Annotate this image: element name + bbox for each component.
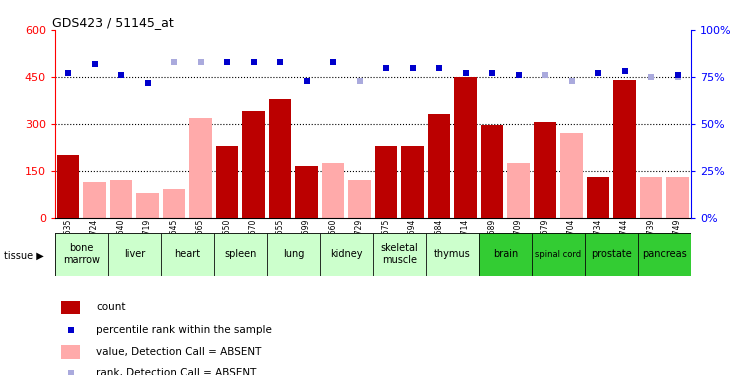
Bar [640, 177, 662, 218]
Text: thymus: thymus [434, 249, 471, 259]
Bar [375, 146, 398, 218]
Bar [61, 345, 80, 358]
Text: prostate: prostate [591, 249, 632, 259]
Bar [401, 146, 424, 218]
Bar [57, 155, 80, 218]
Bar [107, 232, 161, 276]
Text: kidney: kidney [330, 249, 363, 259]
Bar [242, 111, 265, 218]
Text: heart: heart [174, 249, 200, 259]
Bar [479, 232, 531, 276]
Text: percentile rank within the sample: percentile rank within the sample [96, 325, 272, 334]
Bar [587, 177, 610, 218]
Text: skeletal
muscle: skeletal muscle [380, 243, 418, 265]
Text: spleen: spleen [224, 249, 257, 259]
Bar [531, 232, 585, 276]
Text: brain: brain [493, 249, 518, 259]
Bar [585, 232, 637, 276]
Text: rank, Detection Call = ABSENT: rank, Detection Call = ABSENT [96, 368, 257, 375]
Bar [637, 232, 691, 276]
Text: GDS423 / 51145_at: GDS423 / 51145_at [52, 16, 173, 29]
Bar [295, 166, 318, 218]
Bar [560, 133, 583, 218]
Bar [666, 177, 689, 218]
Bar [83, 182, 106, 218]
Bar [55, 232, 107, 276]
Bar [373, 232, 425, 276]
Bar [454, 77, 477, 218]
Text: tissue ▶: tissue ▶ [4, 251, 43, 261]
Bar [481, 125, 504, 218]
Bar [110, 180, 132, 218]
Bar [216, 146, 238, 218]
Bar [348, 180, 371, 218]
Bar [507, 163, 530, 218]
Bar [267, 232, 319, 276]
Bar [61, 301, 80, 314]
Bar [136, 192, 159, 217]
Bar [425, 232, 479, 276]
Text: liver: liver [124, 249, 145, 259]
Bar [428, 114, 450, 218]
Bar [534, 122, 556, 218]
Bar [319, 232, 373, 276]
Bar [163, 189, 186, 217]
Text: count: count [96, 302, 126, 312]
Bar [189, 117, 212, 218]
Text: spinal cord: spinal cord [535, 250, 581, 259]
Bar [613, 80, 636, 218]
Bar [269, 99, 292, 218]
Text: lung: lung [283, 249, 304, 259]
Text: pancreas: pancreas [642, 249, 686, 259]
Bar [161, 232, 213, 276]
Bar [322, 163, 344, 218]
Text: bone
marrow: bone marrow [63, 243, 100, 265]
Bar [213, 232, 267, 276]
Text: value, Detection Call = ABSENT: value, Detection Call = ABSENT [96, 347, 262, 357]
